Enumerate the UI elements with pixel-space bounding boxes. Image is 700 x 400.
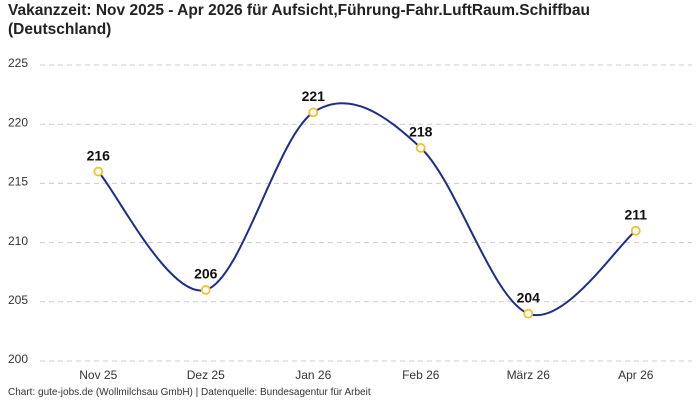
data-label: 211: [624, 206, 647, 222]
x-tick-label: Feb 26: [402, 368, 440, 382]
source-note: Chart: gute-jobs.de (Wollmilchsau GmbH) …: [8, 387, 371, 398]
data-label: 221: [302, 88, 326, 104]
y-tick-label: 200: [8, 352, 28, 366]
marker: [523, 308, 534, 319]
y-tick-label: 225: [8, 56, 28, 70]
y-tick-label: 215: [8, 175, 28, 189]
data-label: 216: [87, 147, 111, 163]
y-tick-label: 210: [8, 234, 28, 248]
x-tick-label: Dez 25: [187, 368, 225, 382]
data-label: 204: [517, 289, 541, 305]
marker: [200, 285, 211, 295]
marker: [630, 225, 641, 236]
y-tick-label: 220: [8, 115, 28, 129]
marker: [308, 107, 319, 118]
x-tick-label: Jan 26: [295, 368, 331, 382]
x-tick-label: Apr 26: [618, 368, 654, 382]
x-tick-label: März 26: [507, 368, 551, 382]
x-tick-label: Nov 25: [79, 368, 117, 382]
y-tick-label: 205: [8, 293, 28, 307]
marker: [93, 166, 104, 177]
line: [97, 102, 637, 317]
data-label: 218: [409, 124, 433, 140]
marker: [415, 142, 426, 153]
data-label: 206: [194, 266, 218, 282]
chart-title: Vakanzzeit: Nov 2025 - Apr 2026 für Aufs…: [8, 2, 590, 38]
